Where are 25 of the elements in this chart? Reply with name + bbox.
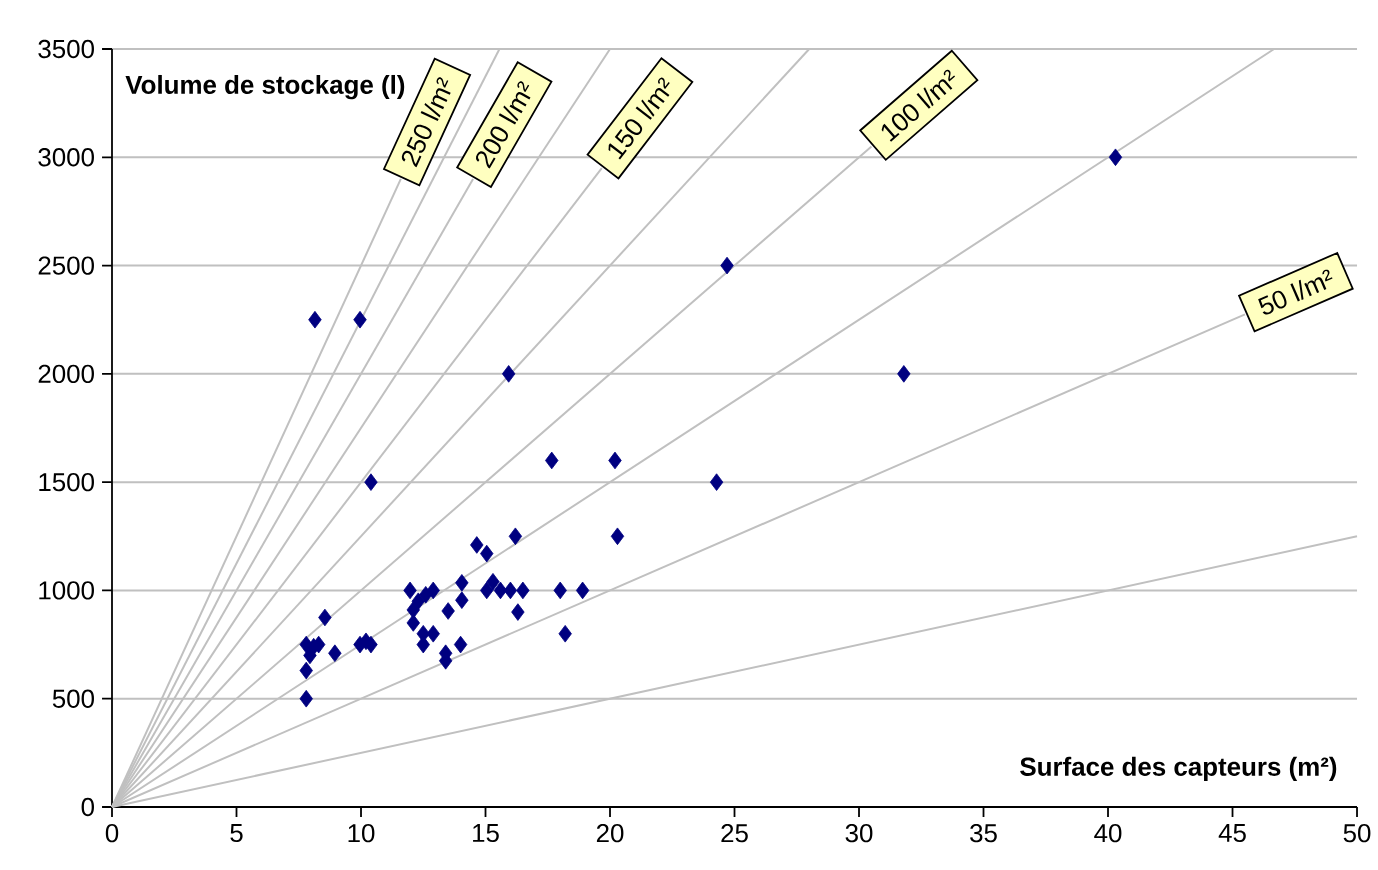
x-tick-label: 15 bbox=[473, 824, 499, 843]
x-tick-label: 45 bbox=[1218, 824, 1246, 843]
x-tick-label: 0 bbox=[105, 824, 119, 843]
y-axis-title: Volume de stockage (l) bbox=[125, 74, 405, 100]
annotation: 200 l/m² bbox=[475, 81, 531, 169]
annotation: 50 l/m² bbox=[1258, 269, 1333, 315]
x-tick-label: 5 bbox=[230, 824, 243, 843]
y-tick-label: 1000 bbox=[39, 581, 94, 600]
x-tick-label: 35 bbox=[970, 824, 997, 843]
x-tick-label: 25 bbox=[721, 824, 748, 843]
x-tick-label: 30 bbox=[845, 824, 873, 843]
y-tick-label: 3500 bbox=[38, 39, 94, 59]
x-tick-label: 50 bbox=[1343, 824, 1371, 843]
annotation: 100 l/m² bbox=[881, 69, 956, 142]
y-tick-label: 2000 bbox=[38, 364, 94, 384]
y-tick-label: 0 bbox=[81, 797, 94, 817]
y-tick-label: 500 bbox=[52, 689, 94, 708]
x-tick-label: 10 bbox=[348, 824, 375, 843]
x-axis-title: Surface des capteurs (m²) bbox=[1020, 756, 1337, 782]
y-tick-label: 2500 bbox=[38, 256, 94, 275]
annotation: 150 l/m² bbox=[608, 77, 670, 160]
y-tick-label: 1500 bbox=[39, 472, 94, 492]
y-tick-label: 3000 bbox=[38, 148, 94, 167]
x-tick-label: 40 bbox=[1094, 824, 1122, 843]
x-tick-label: 20 bbox=[596, 824, 624, 843]
